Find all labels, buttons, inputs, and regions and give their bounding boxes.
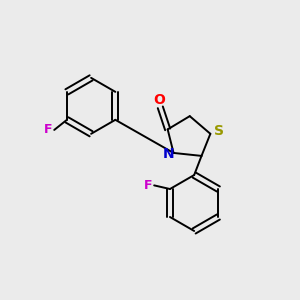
Text: S: S (214, 124, 224, 138)
Text: O: O (153, 93, 165, 107)
Text: F: F (44, 123, 52, 136)
Text: N: N (162, 147, 174, 161)
Text: F: F (143, 179, 152, 192)
